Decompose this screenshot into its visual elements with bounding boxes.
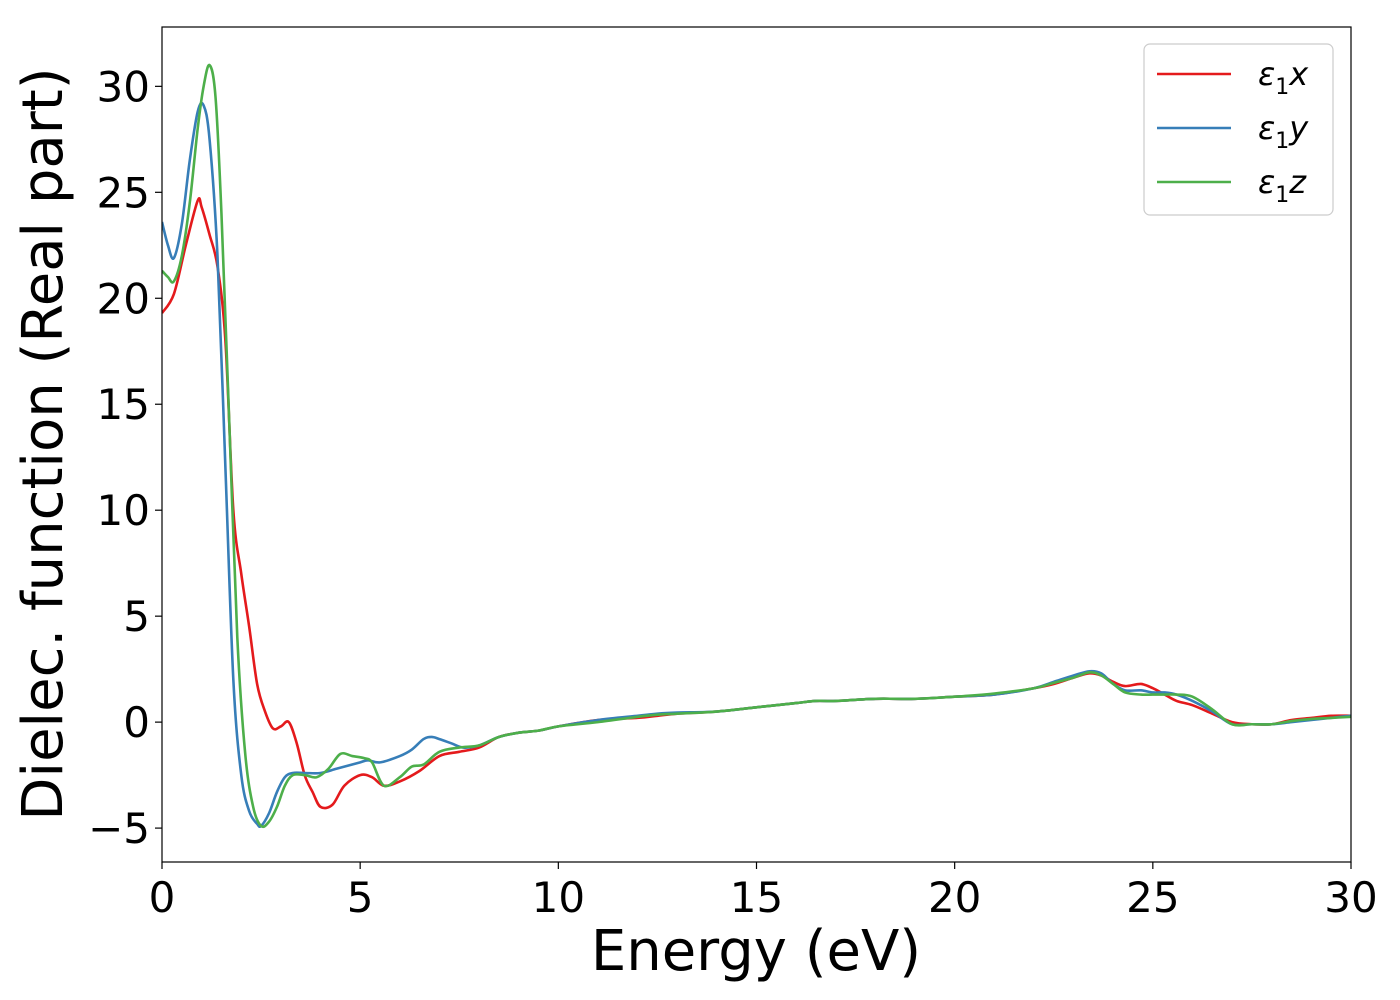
y-tick-label: 25 xyxy=(97,168,150,217)
x-tick-label: 5 xyxy=(347,873,374,922)
x-tick-label: 15 xyxy=(730,873,783,922)
x-tick-label: 0 xyxy=(149,873,176,922)
legend-symbol: ε xyxy=(1258,163,1275,201)
legend-variable: x xyxy=(1288,55,1309,93)
y-tick-label: −5 xyxy=(88,804,150,853)
y-axis: −5 0 5 10 15 20 25 30 xyxy=(88,62,162,853)
x-tick-label: 30 xyxy=(1324,873,1377,922)
x-axis-title: Energy (eV) xyxy=(591,919,921,984)
y-tick-label: 10 xyxy=(97,486,150,535)
legend-symbol: ε xyxy=(1258,55,1275,93)
legend-subscript: 1 xyxy=(1275,129,1289,154)
x-tick-label: 20 xyxy=(928,873,981,922)
legend-variable: z xyxy=(1288,163,1307,201)
x-axis: 0 5 10 15 20 25 30 xyxy=(149,862,1378,922)
legend-label-x: ε1x xyxy=(1258,55,1309,100)
y-tick-label: 5 xyxy=(123,592,150,641)
series-line-z xyxy=(162,63,1351,829)
y-tick-label: 15 xyxy=(97,380,150,429)
x-tick-label: 25 xyxy=(1126,873,1179,922)
y-axis-title: Dielec. function (Real part) xyxy=(11,67,76,820)
y-tick-label: 20 xyxy=(97,274,150,323)
y-tick-label: 0 xyxy=(123,698,150,747)
x-tick-label: 10 xyxy=(532,873,585,922)
y-tick-label: 30 xyxy=(97,62,150,111)
legend-label-y: ε1y xyxy=(1258,109,1309,154)
legend-subscript: 1 xyxy=(1275,183,1289,208)
legend-box xyxy=(1143,43,1334,216)
legend-subscript: 1 xyxy=(1275,75,1289,100)
legend-variable: y xyxy=(1288,109,1309,147)
series-layer xyxy=(162,63,1351,829)
legend-label-z: ε1z xyxy=(1258,163,1307,208)
legend-symbol: ε xyxy=(1258,109,1275,147)
